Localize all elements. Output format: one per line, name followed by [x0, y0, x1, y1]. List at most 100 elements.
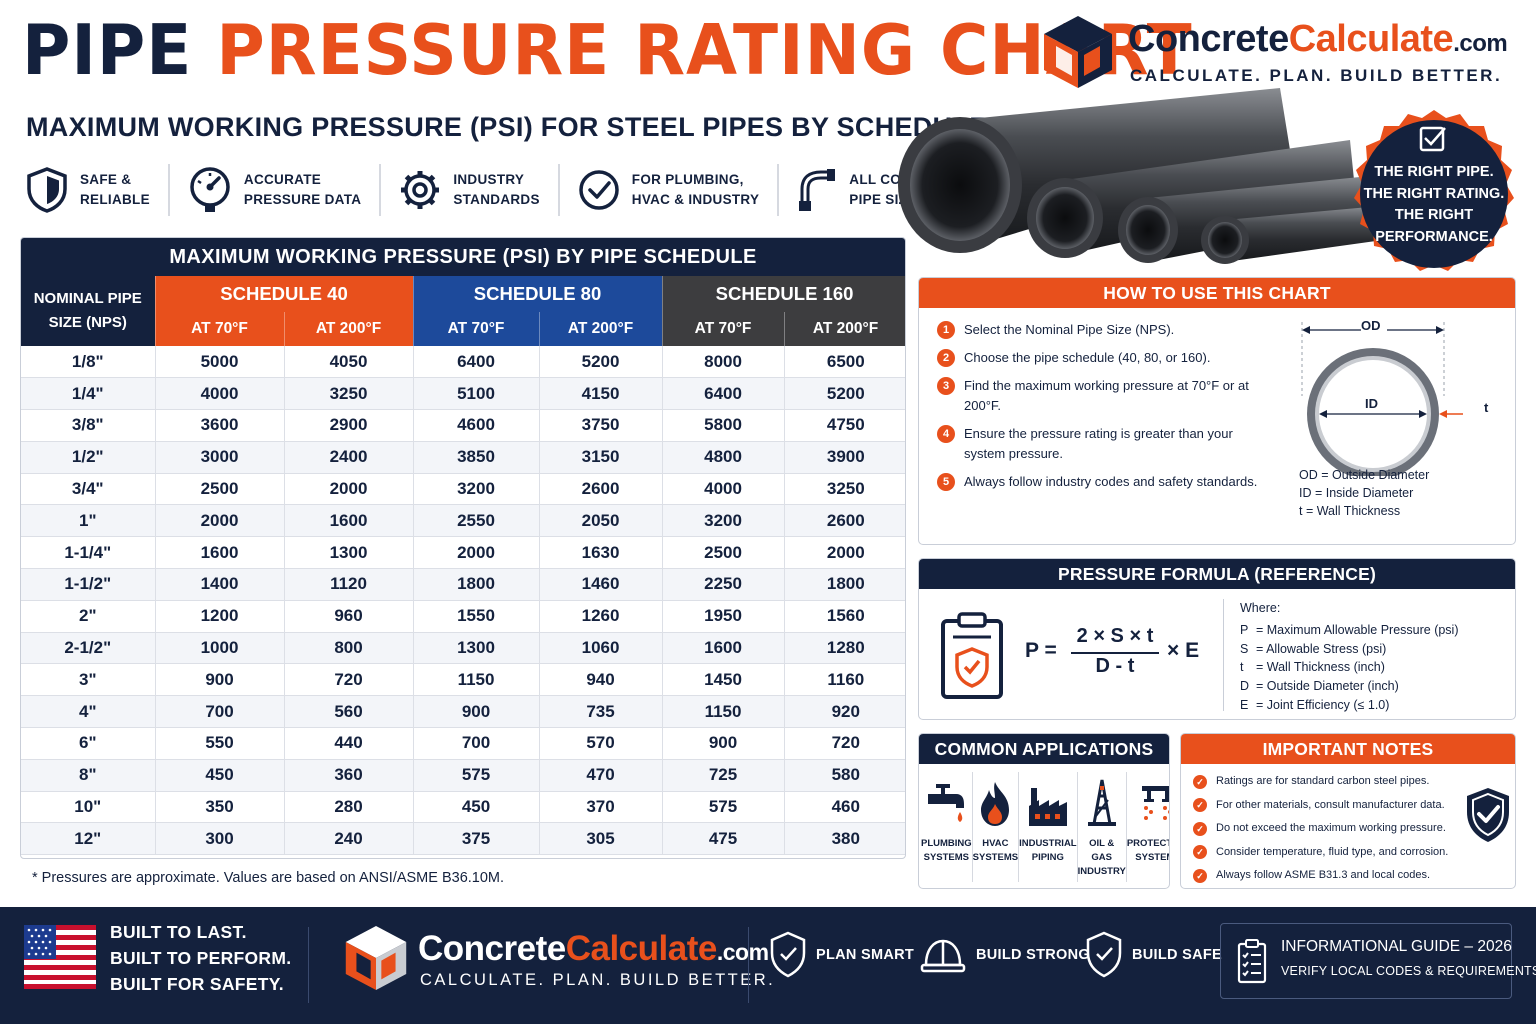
step-text: Always follow industry codes and safety …	[964, 474, 1258, 489]
factory-icon	[1028, 788, 1067, 826]
clipboard-shield-icon	[941, 612, 1003, 699]
notes-list: ✓ Ratings are for standard carbon steel p…	[1193, 770, 1463, 888]
note-text: Consider temperature, fluid type, and co…	[1216, 845, 1449, 858]
table-body: 1/8" 5000 4050 6400 5200 8000 6500 1/4" 4000 3250…	[21, 346, 905, 856]
app-label: SYSTEMS	[923, 852, 970, 863]
pressure-cell: 1800	[413, 568, 540, 601]
app-label: HVAC	[982, 838, 1009, 849]
pressure-cell: 5200	[784, 377, 905, 411]
pressure-cell: 2400	[284, 441, 414, 474]
table-row: 1/8" 5000 4050 6400 5200 8000 6500	[21, 346, 905, 379]
pressure-cell: 580	[784, 759, 905, 792]
guide-title: INFORMATIONAL GUIDE – 2026	[1281, 938, 1512, 955]
pressure-cell: 1120	[284, 568, 414, 601]
how-to-steps: 1 Select the Nominal Pipe Size (NPS). 2 Ch…	[937, 320, 1267, 500]
nps-header-line1: NOMINAL PIPE	[33, 290, 142, 307]
brand-header[interactable]: ConcreteCalculate.com CALCULATE. PLAN. B…	[1042, 14, 1522, 94]
variable-line: P = Maximum Allowable Pressure (psi)	[1240, 621, 1503, 640]
pressure-cell: 2000	[284, 473, 414, 506]
nps-cell: 2-1/2"	[21, 632, 156, 665]
temp-header: AT 70°F	[155, 312, 285, 346]
feature-label-line1: INDUSTRY	[453, 172, 525, 187]
table-row: 10" 350 280 450 370 575 460	[21, 791, 905, 824]
formula-title: PRESSURE FORMULA (REFERENCE)	[919, 559, 1515, 589]
pressure-cell: 3200	[413, 473, 540, 506]
how-to-panel: HOW TO USE THIS CHART 1 Select the Nomina…	[918, 277, 1516, 545]
pressure-cell: 2000	[155, 504, 285, 538]
pressure-cell: 1550	[413, 600, 540, 633]
footer-item-label: BUILD STRONG	[976, 947, 1090, 963]
important-notes-panel: IMPORTANT NOTES ✓ Ratings are for standar…	[1180, 733, 1516, 889]
built-slogans: BUILT TO LAST. BUILT TO PERFORM. BUILT F…	[110, 919, 291, 997]
feature-safe-reliable: SAFE & RELIABLE	[26, 164, 170, 216]
table-title: MAXIMUM WORKING PRESSURE (PSI) BY PIPE S…	[21, 238, 905, 276]
pipe-fitting-icon	[799, 169, 836, 211]
table-row: 1/4" 4000 3250 5100 4150 6400 5200	[21, 377, 905, 411]
variable-symbol: D	[1240, 679, 1250, 694]
how-to-step: 2 Choose the pipe schedule (40, 80, or 16…	[937, 348, 1267, 368]
variable-line: E = Joint Efficiency (≤ 1.0)	[1240, 696, 1503, 715]
applications-title: COMMON APPLICATIONS	[919, 734, 1169, 764]
pressure-cell: 2500	[662, 536, 785, 570]
legend-line: t = Wall Thickness	[1299, 504, 1401, 518]
pressure-cell: 700	[413, 727, 540, 760]
nps-cell: 3/8"	[21, 409, 156, 442]
build-safe-item: BUILD SAFE	[1086, 931, 1222, 979]
gear-icon	[401, 171, 440, 209]
app-label: PIPING	[1031, 852, 1064, 863]
t-label: t	[1484, 400, 1489, 415]
feature-label-line1: SAFE &	[80, 172, 132, 187]
pressure-cell: 460	[784, 791, 905, 824]
step-number: 5	[937, 473, 955, 491]
legend-line: OD = Outside Diameter	[1299, 468, 1430, 482]
check-icon: ✓	[1193, 845, 1207, 860]
table-row: 1-1/2" 1400 1120 1800 1460 2250 1800	[21, 568, 905, 601]
pressure-cell: 575	[413, 759, 540, 792]
step-text: Choose the pipe schedule (40, 80, or 160…	[964, 350, 1211, 365]
table-row: 1" 2000 1600 2550 2050 3200 2600	[21, 504, 905, 538]
nps-cell: 8"	[21, 759, 156, 792]
check-icon: ✓	[1193, 798, 1207, 813]
pressure-cell: 720	[284, 663, 414, 697]
pressure-cell: 6400	[662, 377, 785, 411]
pressure-cell: 470	[539, 759, 663, 792]
note-text: Do not exceed the maximum working pressu…	[1216, 822, 1446, 834]
footer-brand-part-1: Concrete	[418, 929, 566, 968]
us-flag-icon	[24, 925, 96, 989]
pressure-cell: 1950	[662, 600, 785, 633]
shield-check-outline-icon	[1086, 931, 1122, 978]
feature-label-line2: HVAC & INDUSTRY	[631, 192, 760, 207]
footer-brand-part-3: .com	[716, 939, 769, 965]
step-text: Ensure the pressure rating is greater th…	[964, 426, 1233, 461]
pressure-cell: 305	[539, 822, 663, 856]
equation-numerator: 2 × S × t	[1076, 625, 1154, 647]
pressure-cell: 900	[413, 695, 540, 729]
pressure-cell: 2250	[662, 568, 785, 601]
pressure-cell: 4600	[413, 409, 540, 442]
pressure-cell: 3900	[784, 441, 905, 474]
pressure-cell: 4150	[539, 377, 663, 411]
table-row: 3" 900 720 1150 940 1450 1160	[21, 663, 905, 697]
brand-name-part-2: Calculate	[1288, 18, 1454, 60]
cube-logo-icon	[1044, 16, 1112, 88]
pressure-table-panel: MAXIMUM WORKING PRESSURE (PSI) BY PIPE S…	[20, 237, 906, 859]
table-row: 3/4" 2500 2000 3200 2600 4000 3250	[21, 473, 905, 506]
nps-cell: 1/8"	[21, 346, 156, 379]
note-item: ✓ Do not exceed the maximum working press…	[1193, 817, 1463, 841]
title-part-2: PRESSURE RATING CHART	[216, 10, 1193, 91]
nps-cell: 1/4"	[21, 377, 156, 411]
nps-header-line2: SIZE (NPS)	[48, 314, 127, 331]
pressure-cell: 5200	[539, 346, 663, 379]
pressure-cell: 2500	[155, 473, 285, 506]
pressure-cell: 8000	[662, 346, 785, 379]
pressure-cell: 280	[284, 791, 414, 824]
pressure-cell: 900	[662, 727, 785, 760]
pressure-cell: 6400	[413, 346, 540, 379]
nps-cell: 10"	[21, 791, 156, 824]
hard-hat-icon	[920, 939, 966, 973]
nps-cell: 2"	[21, 600, 156, 633]
applications-panel: COMMON APPLICATIONS PLUMBING SYSTEMS HVAC…	[918, 733, 1170, 889]
table-footnote: * Pressures are approximate. Values are …	[32, 870, 505, 886]
pressure-cell: 960	[284, 600, 414, 633]
footer-brand-name[interactable]: ConcreteCalculate.com	[418, 929, 769, 969]
